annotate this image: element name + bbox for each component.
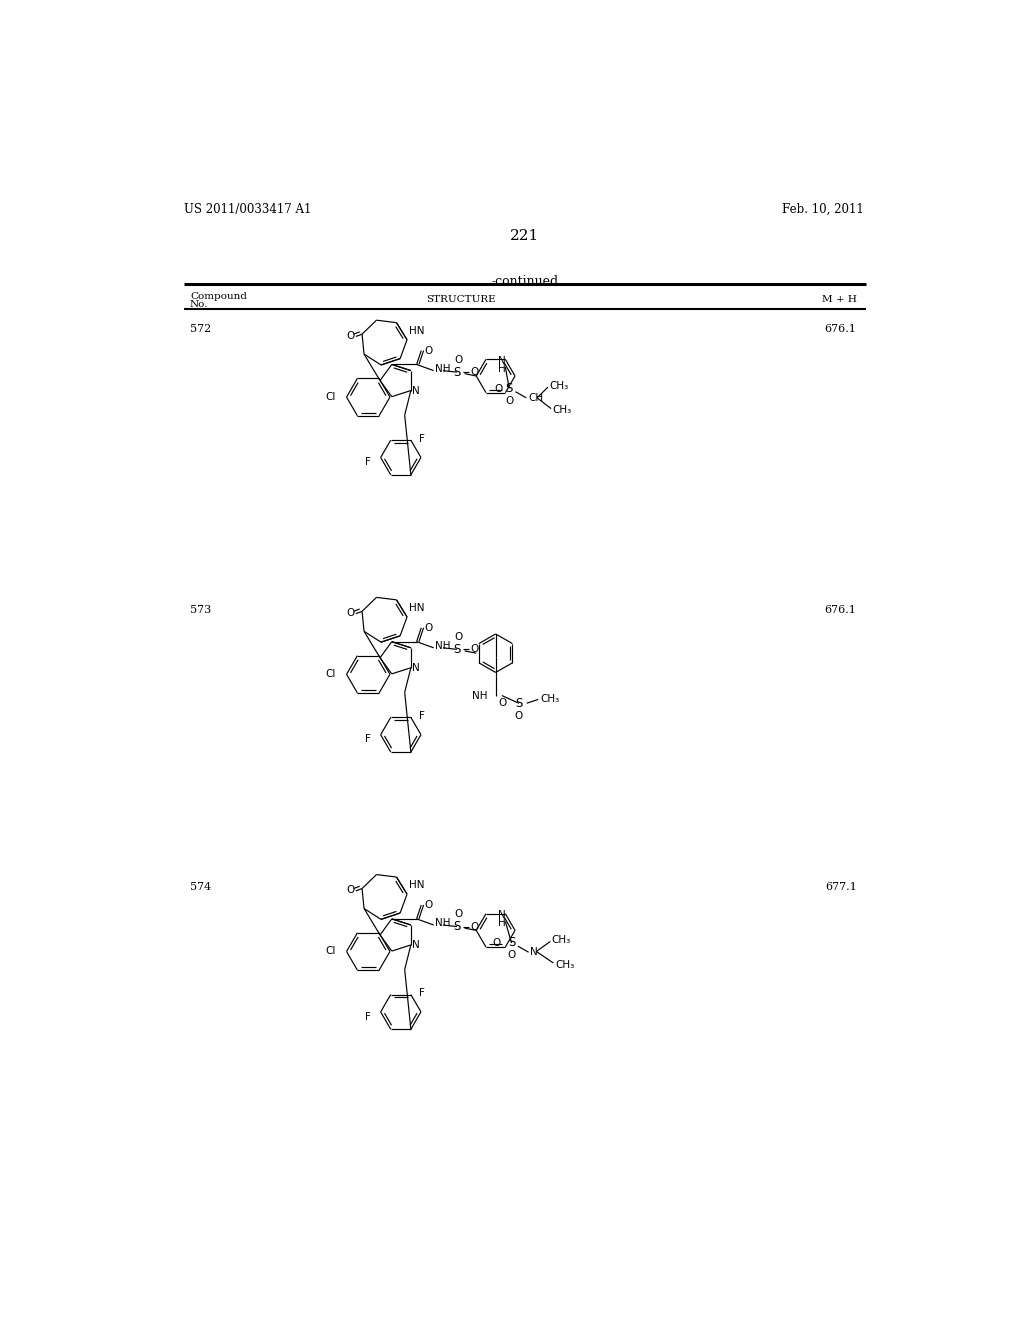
Text: O: O — [424, 900, 432, 909]
Text: O: O — [505, 396, 513, 407]
Text: CH₃: CH₃ — [541, 694, 560, 705]
Text: -continued: -continued — [492, 276, 558, 289]
Text: HN: HN — [409, 880, 424, 890]
Text: 676.1: 676.1 — [824, 323, 856, 334]
Text: NH: NH — [435, 364, 451, 374]
Text: Feb. 10, 2011: Feb. 10, 2011 — [782, 203, 864, 216]
Text: STRUCTURE: STRUCTURE — [426, 296, 496, 305]
Text: M + H: M + H — [821, 296, 856, 305]
Text: 676.1: 676.1 — [824, 605, 856, 615]
Text: CH₃: CH₃ — [555, 960, 574, 970]
Text: US 2011/0033417 A1: US 2011/0033417 A1 — [183, 203, 311, 216]
Text: O: O — [346, 609, 354, 618]
Text: O: O — [346, 331, 354, 341]
Text: 572: 572 — [190, 323, 211, 334]
Text: H: H — [498, 917, 506, 928]
Text: Cl: Cl — [326, 669, 336, 680]
Text: 221: 221 — [510, 230, 540, 243]
Text: O: O — [455, 909, 463, 919]
Text: 574: 574 — [190, 882, 211, 892]
Text: O: O — [346, 886, 354, 895]
Text: O: O — [471, 367, 479, 378]
Text: N: N — [498, 911, 506, 920]
Text: F: F — [419, 434, 425, 444]
Text: NH: NH — [435, 642, 451, 651]
Text: 573: 573 — [190, 605, 211, 615]
Text: S: S — [454, 643, 461, 656]
Text: Cl: Cl — [326, 946, 336, 957]
Text: Compound: Compound — [190, 292, 247, 301]
Text: N: N — [412, 385, 420, 396]
Text: F: F — [366, 457, 372, 467]
Text: F: F — [366, 734, 372, 744]
Text: O: O — [455, 632, 463, 642]
Text: NH: NH — [435, 919, 451, 928]
Text: S: S — [454, 366, 461, 379]
Text: HN: HN — [409, 603, 424, 612]
Text: CH: CH — [528, 393, 544, 403]
Text: O: O — [499, 698, 507, 709]
Text: N: N — [530, 948, 538, 957]
Text: O: O — [508, 950, 516, 961]
Text: F: F — [419, 711, 425, 721]
Text: O: O — [493, 939, 501, 948]
Text: NH: NH — [472, 690, 487, 701]
Text: No.: No. — [190, 300, 209, 309]
Text: O: O — [424, 623, 432, 632]
Text: HN: HN — [409, 326, 424, 335]
Text: S: S — [515, 697, 522, 710]
Text: H: H — [498, 363, 506, 374]
Text: O: O — [455, 355, 463, 364]
Text: CH₃: CH₃ — [550, 380, 568, 391]
Text: O: O — [515, 710, 523, 721]
Text: N: N — [412, 663, 420, 673]
Text: S: S — [508, 936, 515, 949]
Text: O: O — [471, 644, 479, 655]
Text: O: O — [471, 921, 479, 932]
Text: F: F — [366, 1011, 372, 1022]
Text: CH₃: CH₃ — [553, 405, 571, 416]
Text: 677.1: 677.1 — [824, 882, 856, 892]
Text: Cl: Cl — [326, 392, 336, 403]
Text: CH₃: CH₃ — [552, 935, 571, 945]
Text: S: S — [506, 381, 513, 395]
Text: S: S — [454, 920, 461, 933]
Text: N: N — [412, 940, 420, 950]
Text: N: N — [498, 356, 506, 366]
Text: F: F — [419, 989, 425, 998]
Text: O: O — [495, 384, 503, 393]
Text: O: O — [424, 346, 432, 355]
